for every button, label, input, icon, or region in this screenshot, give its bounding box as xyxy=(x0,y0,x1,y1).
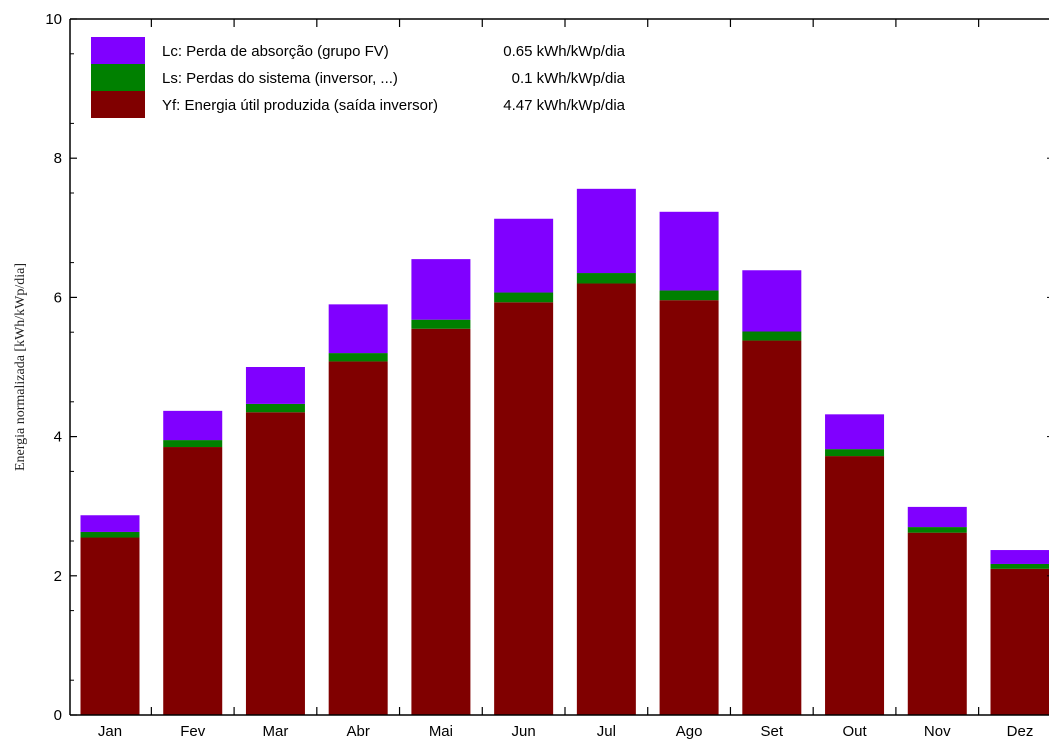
legend: Lc: Perda de absorção (grupo FV) 0.65 kWh… xyxy=(91,37,626,118)
bar-ls-mai xyxy=(411,319,471,329)
ticks-group: 0 2 4 6 8 10 Jan Fev Mar Abr Mai Jun Jul Ago Set Out Nov… xyxy=(45,11,1049,740)
y-tick-label: 2 xyxy=(54,568,62,585)
bar-lc-mai xyxy=(411,259,471,320)
bar-lc-jun xyxy=(494,218,554,293)
legend-label-yf: Yf: Energia útil produzida (saída invers… xyxy=(162,97,438,114)
bar-yf-fev xyxy=(163,447,223,715)
bar-lc-dez xyxy=(990,550,1049,564)
bar-yf-nov xyxy=(907,532,967,715)
bar-yf-jun xyxy=(494,302,554,715)
bar-ls-abr xyxy=(328,353,388,362)
x-tick-label-set: Set xyxy=(761,723,784,740)
legend-swatch-ls xyxy=(91,64,145,91)
bar-yf-abr xyxy=(328,361,388,715)
x-tick-label-jun: Jun xyxy=(512,723,536,740)
bar-yf-jul xyxy=(576,283,636,715)
legend-label-ls: Ls: Perdas do sistema (inversor, ...) xyxy=(162,70,398,87)
x-tick-label-ago: Ago xyxy=(676,723,703,740)
x-tick-label-mai: Mai xyxy=(429,723,453,740)
x-tick-label-mar: Mar xyxy=(263,723,289,740)
bar-yf-set xyxy=(742,340,802,715)
x-tick-label-fev: Fev xyxy=(180,723,206,740)
y-tick-label: 8 xyxy=(54,150,62,167)
bar-lc-jan xyxy=(80,515,140,532)
bar-lc-jul xyxy=(576,188,636,274)
bar-ls-dez xyxy=(990,563,1049,569)
bar-ls-ago xyxy=(659,290,719,301)
bar-ls-jan xyxy=(80,531,140,538)
bar-lc-fev xyxy=(163,410,223,441)
x-tick-label-abr: Abr xyxy=(347,723,370,740)
bar-yf-mai xyxy=(411,328,471,715)
y-tick-label: 4 xyxy=(54,429,62,446)
y-tick-label: 10 xyxy=(45,11,62,28)
bar-lc-ago xyxy=(659,211,719,291)
legend-label-lc: Lc: Perda de absorção (grupo FV) xyxy=(162,43,389,60)
y-tick-label: 6 xyxy=(54,289,62,306)
bar-yf-out xyxy=(825,456,885,715)
legend-value-lc: 0.65 kWh/kWp/dia xyxy=(503,43,625,60)
x-tick-label-jul: Jul xyxy=(597,723,616,740)
legend-value-ls: 0.1 kWh/kWp/dia xyxy=(512,70,626,87)
bar-lc-nov xyxy=(907,506,967,528)
bars-group xyxy=(80,188,1049,715)
bar-ls-mar xyxy=(245,403,305,413)
bar-lc-set xyxy=(742,270,802,332)
x-tick-label-jan: Jan xyxy=(98,723,122,740)
bar-lc-out xyxy=(825,414,885,450)
bar-lc-abr xyxy=(328,304,388,354)
bar-yf-ago xyxy=(659,300,719,715)
bar-ls-nov xyxy=(907,527,967,533)
bar-ls-out xyxy=(825,449,885,457)
bar-ls-jun xyxy=(494,292,554,303)
bar-lc-mar xyxy=(245,367,305,404)
bar-ls-fev xyxy=(163,440,223,448)
x-tick-label-dez: Dez xyxy=(1007,723,1034,740)
x-tick-label-out: Out xyxy=(842,723,867,740)
x-tick-label-nov: Nov xyxy=(924,723,951,740)
legend-swatch-lc xyxy=(91,37,145,64)
y-tick-label: 0 xyxy=(54,707,62,724)
bar-ls-set xyxy=(742,331,802,341)
y-axis-label: Energia normalizada [kWh/kWp/dia] xyxy=(13,263,28,471)
bar-yf-jan xyxy=(80,537,140,715)
legend-value-yf: 4.47 kWh/kWp/dia xyxy=(503,97,625,114)
axes-group xyxy=(69,18,1049,716)
bar-yf-mar xyxy=(245,412,305,715)
bar-yf-dez xyxy=(990,568,1049,715)
bar-ls-jul xyxy=(576,273,636,284)
legend-swatch-yf xyxy=(91,91,145,118)
